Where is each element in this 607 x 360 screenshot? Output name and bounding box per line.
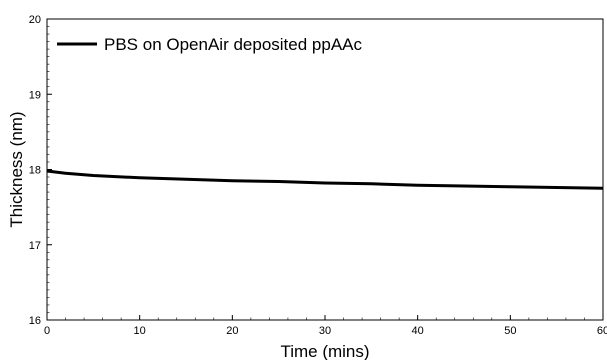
legend-label: PBS on OpenAir deposited ppAAc	[104, 35, 362, 54]
x-tick-label: 20	[226, 325, 238, 337]
x-tick-label: 60	[597, 325, 607, 337]
x-axis-label: Time (mins)	[280, 342, 369, 360]
legend: PBS on OpenAir deposited ppAAc	[57, 35, 362, 54]
y-tick-label: 17	[29, 240, 41, 252]
x-tick-label: 0	[44, 325, 50, 337]
y-tick-label: 19	[29, 89, 41, 101]
y-tick-label: 16	[29, 315, 41, 327]
plot-frame	[46, 18, 604, 321]
series-layer	[46, 169, 604, 190]
x-tick-label: 50	[504, 325, 516, 337]
plot-area	[46, 18, 604, 321]
y-tick-label: 20	[29, 14, 41, 26]
y-axis-ticks: 16 17 18 19 20	[29, 14, 52, 327]
x-axis-ticks: 0 10 20 30 40 50 60	[44, 315, 607, 337]
x-tick-label: 10	[134, 325, 146, 337]
y-axis-label: Thickness (nm)	[7, 111, 26, 227]
x-tick-label: 40	[412, 325, 424, 337]
y-tick-label: 18	[29, 165, 41, 177]
series-line	[46, 169, 604, 190]
x-tick-label: 30	[319, 325, 331, 337]
